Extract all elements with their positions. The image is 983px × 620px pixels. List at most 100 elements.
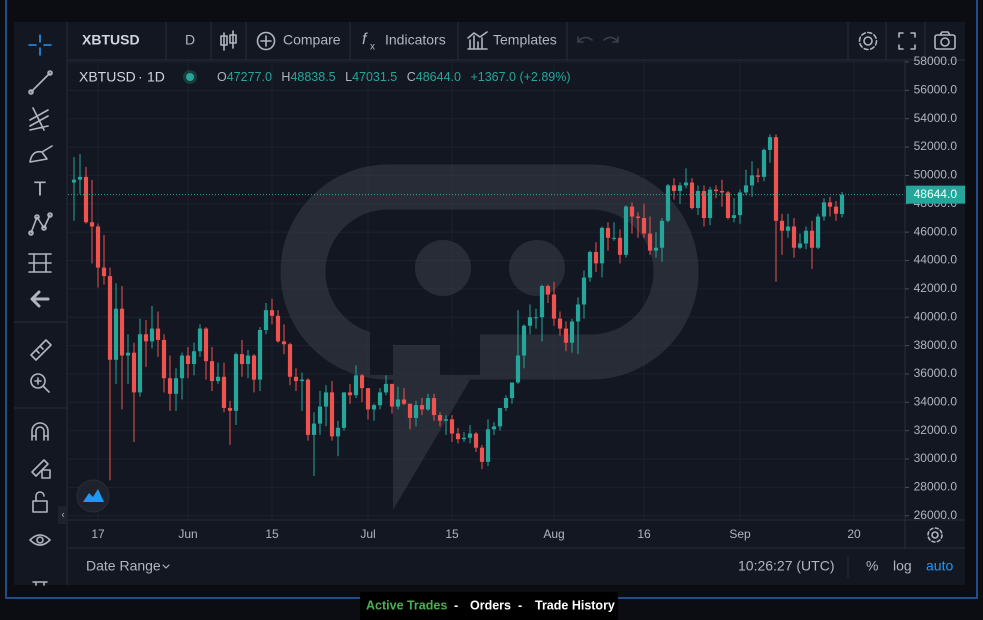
candle-body [719,191,725,193]
x-tick-label: Jul [360,527,375,541]
fullscreen-button[interactable] [898,32,916,50]
zoom-tool[interactable] [30,373,50,393]
close-value: 48644.0 [416,70,461,84]
active-trades-link[interactable]: Active Trades [366,598,447,612]
footer-separator: - [454,598,458,612]
candle-body [665,185,671,221]
text-tool[interactable]: T [34,178,46,200]
candle-body [461,437,467,440]
indicators-button[interactable]: Indicators [385,32,446,48]
candle-body [377,392,383,406]
axis-settings-button[interactable] [927,527,943,543]
footer-separator: - [518,598,522,612]
x-tick-label: 16 [637,527,651,541]
snapshot-button[interactable] [934,31,956,50]
candle-body [689,182,695,209]
candle-body [479,447,485,462]
candle-body [179,355,185,379]
open-value: 47277.0 [227,70,272,84]
candle-body [167,378,173,394]
indicators-icon-sub[interactable]: x [370,42,375,53]
legend-dot: · [138,69,143,85]
symbol-button[interactable]: XBTUSD [82,32,140,48]
candle-body [449,419,455,434]
candle-body [263,310,269,330]
candle-body [137,334,143,393]
settings-button[interactable] [858,31,878,51]
back-tool[interactable] [30,290,50,308]
candle-body [269,310,275,316]
clock: 10:26:27 (UTC) [738,558,834,574]
candle-body [671,185,677,192]
candle-body [767,137,773,150]
candle-body [725,192,731,218]
lock-draw-tool[interactable] [31,459,51,479]
candle-body [443,419,449,421]
trade-history-link[interactable]: Trade History [535,598,615,612]
footer-box [360,592,618,620]
trash-tool[interactable] [32,581,48,586]
y-tick-label: 42000.0 [914,281,958,295]
magnet-tool[interactable] [31,422,49,441]
fib-tool[interactable] [29,107,49,131]
interval-button[interactable]: D [185,32,195,48]
y-tick-label: 38000.0 [914,338,958,352]
candle-body [437,415,443,421]
candle-body [593,252,599,264]
trendline-tool[interactable] [28,70,53,95]
y-tick-label: 34000.0 [914,394,958,408]
candle-body [485,429,491,462]
candle-body [797,243,803,248]
templates-icon[interactable] [467,31,488,50]
candle-body [683,182,689,186]
brush-tool[interactable] [29,145,53,163]
date-range-button[interactable]: Date Range [86,558,161,574]
candle-body [455,433,461,440]
prediction-tool[interactable] [28,253,52,273]
orders-link[interactable]: Orders [470,598,511,612]
auto-toggle[interactable]: auto [926,558,953,574]
templates-button[interactable]: Templates [493,32,557,48]
candle-body [623,206,629,255]
candle-body [347,392,353,396]
collapse-arrow[interactable]: ‹ [61,510,64,521]
y-tick-label: 40000.0 [914,309,958,323]
y-tick-label: 54000.0 [914,111,958,125]
x-tick-label: Sep [729,527,751,541]
log-toggle[interactable]: log [893,558,912,574]
candle-body [353,375,359,396]
visibility-tool[interactable] [29,534,51,546]
candle-body [233,354,239,411]
candle-body [245,355,251,365]
legend-ohlc: O47277.0 H48838.5 L47031.5 C48644.0 +136… [217,70,571,84]
percent-toggle[interactable]: % [866,558,878,574]
candle-body [467,433,473,438]
chart-style-button[interactable] [220,30,237,51]
candle-body [203,328,209,362]
candle-body [155,328,161,340]
candle-body [629,206,635,217]
candle-body [95,226,101,268]
candle-body [287,344,293,377]
candle-body [257,329,263,380]
y-tick-label: 46000.0 [914,224,958,238]
undo-redo[interactable] [577,36,619,43]
pattern-tool[interactable] [28,212,53,236]
measure-tool[interactable] [30,339,52,361]
compare-icon[interactable] [256,31,276,51]
y-tick-label: 30000.0 [914,451,958,465]
collapse-handle[interactable] [58,506,68,524]
x-tick-label: 17 [91,527,105,541]
y-tick-label: 32000.0 [914,423,958,437]
indicators-icon[interactable]: f [362,31,368,48]
y-tick-label: 36000.0 [914,366,958,380]
compare-series-button[interactable] [76,479,110,513]
date-range-chevron[interactable] [162,564,170,569]
candle-body [131,352,137,393]
candle-body [239,354,245,365]
lock-tool[interactable] [32,491,48,513]
candle-body [653,247,659,251]
crosshair-tool[interactable] [28,34,52,56]
compare-button[interactable]: Compare [283,32,341,48]
legend-interval: 1D [147,69,165,85]
